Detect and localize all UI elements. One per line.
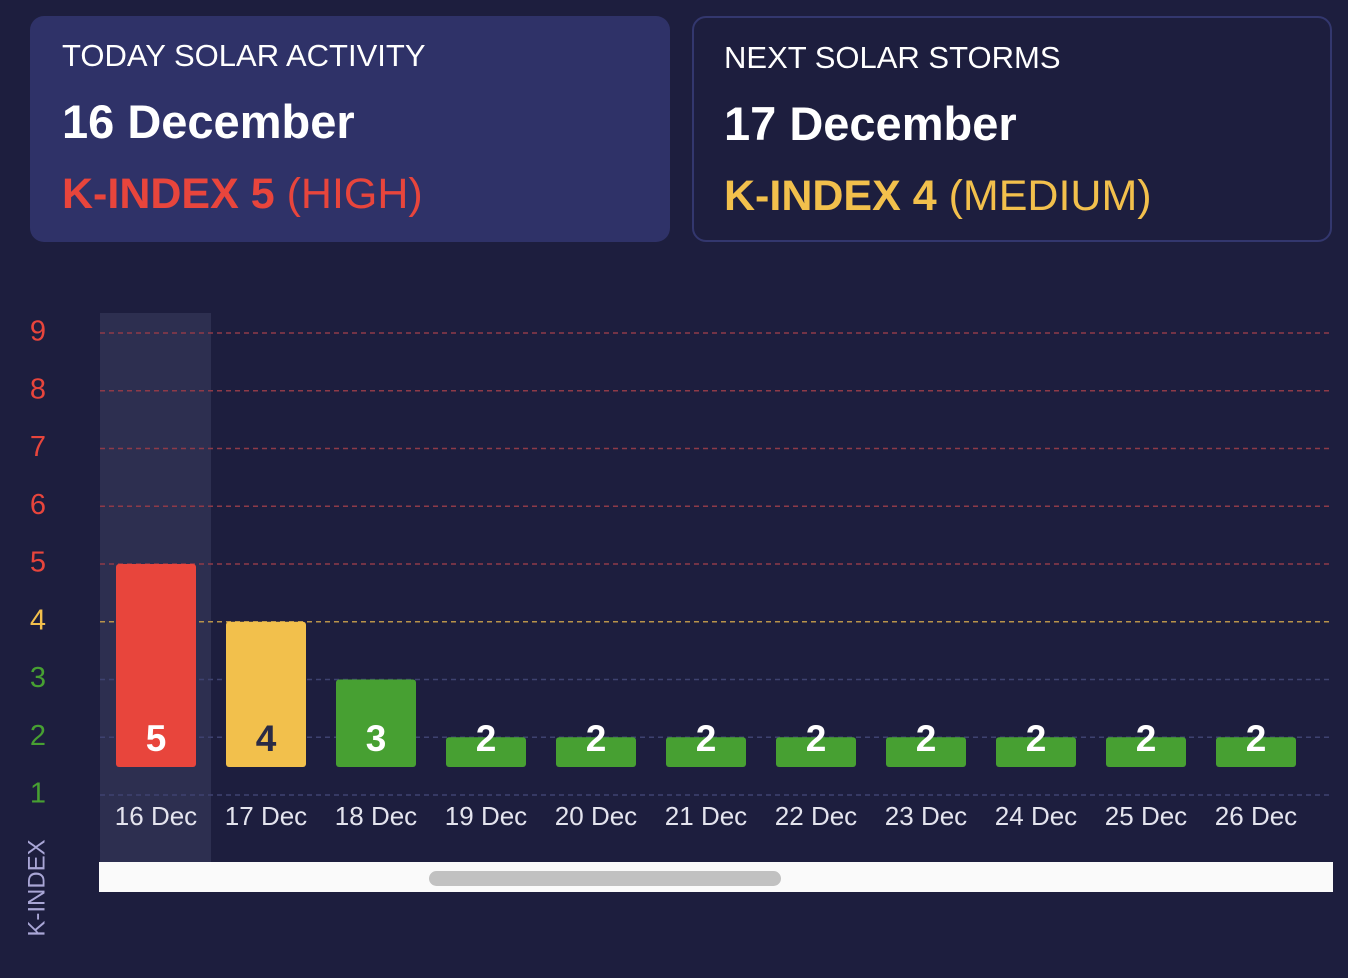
card-index: K-INDEX 5 (HIGH) [62, 170, 423, 219]
y-tick-label: 5 [30, 547, 46, 579]
card-date: 17 December [724, 97, 1017, 150]
x-tick-label: 22 Dec [775, 801, 857, 831]
bar [1216, 737, 1296, 767]
x-tick-label: 23 Dec [885, 801, 967, 831]
x-tick-label: 19 Dec [445, 801, 527, 831]
bar [886, 737, 966, 767]
bar [226, 621, 306, 767]
y-axis-label: K-INDEX [23, 839, 50, 936]
y-tick-label: 6 [30, 489, 46, 521]
bar-value-label: 4 [256, 718, 277, 759]
y-tick-label: 3 [30, 662, 46, 694]
x-tick-label: 21 Dec [665, 801, 747, 831]
y-tick-label: 8 [30, 373, 46, 405]
bar-value-label: 5 [146, 718, 167, 759]
index: K-INDEX 5 [62, 170, 275, 218]
card-date: 16 December [62, 95, 355, 148]
bar [776, 737, 856, 767]
bar [336, 679, 416, 767]
bar-value-label: 2 [1136, 718, 1157, 759]
x-tick-label: 25 Dec [1105, 801, 1187, 831]
x-tick-label: 18 Dec [335, 801, 417, 831]
card-label: NEXT SOLAR STORMS [724, 40, 1061, 75]
y-tick-label: 2 [30, 720, 46, 752]
today-card: TODAY SOLAR ACTIVITY 16 December K-INDEX… [30, 16, 670, 242]
bar [1106, 737, 1186, 767]
bar [666, 737, 746, 767]
bar [116, 564, 196, 767]
x-tick-label: 20 Dec [555, 801, 637, 831]
y-tick-label: 1 [30, 778, 46, 810]
bar-value-label: 2 [806, 718, 827, 759]
y-tick-label: 7 [30, 431, 46, 463]
bar [446, 737, 526, 767]
x-tick-label: 26 Dec [1215, 801, 1297, 831]
y-tick-label: 9 [30, 316, 46, 348]
x-tick-label: 24 Dec [995, 801, 1077, 831]
card-label: TODAY SOLAR ACTIVITY [62, 38, 426, 73]
bar-value-label: 2 [1246, 718, 1267, 759]
bar-value-label: 2 [476, 718, 497, 759]
bar-value-label: 2 [696, 718, 717, 759]
next-card: NEXT SOLAR STORMS 17 December K-INDEX 4 … [692, 16, 1332, 242]
y-tick-label: 4 [30, 604, 46, 636]
index: K-INDEX 4 [724, 172, 937, 220]
level: (HIGH) [286, 170, 423, 218]
card-index: K-INDEX 4 (MEDIUM) [724, 172, 1152, 221]
bar [556, 737, 636, 767]
bar-value-label: 2 [1026, 718, 1047, 759]
bar [996, 737, 1076, 767]
bar-value-label: 2 [916, 718, 937, 759]
bar-value-label: 2 [586, 718, 607, 759]
level: (MEDIUM) [948, 172, 1152, 220]
bar-value-label: 3 [366, 718, 387, 759]
x-tick-label: 17 Dec [225, 801, 307, 831]
scroll-thumb[interactable] [429, 871, 781, 886]
x-tick-label: 16 Dec [115, 801, 197, 831]
